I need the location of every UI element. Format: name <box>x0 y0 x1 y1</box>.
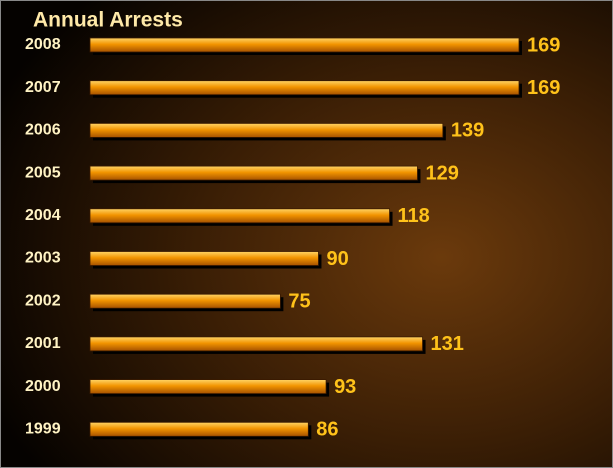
category-label: 2006 <box>25 122 61 139</box>
bar <box>89 379 327 395</box>
bar <box>89 37 520 53</box>
category-label: 2000 <box>25 378 61 395</box>
category-label: 2003 <box>25 250 61 267</box>
chart-title: Annual Arrests <box>33 9 183 32</box>
bar <box>89 80 520 96</box>
category-label: 2004 <box>25 207 61 224</box>
bar <box>89 336 423 352</box>
bar <box>89 123 444 138</box>
category-label: 2002 <box>25 292 61 309</box>
bar <box>89 293 281 309</box>
category-label: 2008 <box>25 36 61 53</box>
value-label: 169 <box>527 77 560 99</box>
bar <box>89 208 390 224</box>
bar <box>89 165 418 181</box>
value-label: 90 <box>326 248 348 270</box>
value-label: 131 <box>431 333 464 355</box>
value-label: 93 <box>334 376 356 398</box>
category-label: 2005 <box>25 164 61 181</box>
category-label: 2007 <box>25 79 61 96</box>
value-label: 86 <box>316 419 338 441</box>
value-label: 139 <box>451 120 484 142</box>
category-label: 2001 <box>25 335 61 352</box>
value-label: 129 <box>425 162 458 184</box>
bar <box>89 421 309 437</box>
category-label: 1999 <box>25 421 61 438</box>
value-label: 75 <box>288 290 310 312</box>
value-label: 118 <box>398 205 430 227</box>
value-label: 169 <box>527 34 560 56</box>
bar <box>89 251 319 266</box>
